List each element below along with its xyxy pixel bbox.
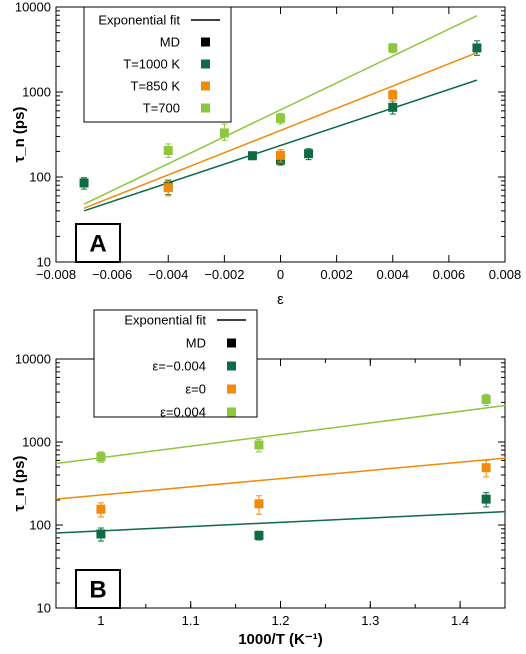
legend-label: T=850 K xyxy=(130,79,180,94)
legend-marker xyxy=(227,361,236,371)
y-tick-label: 10000 xyxy=(15,352,51,367)
legend-marker xyxy=(201,59,210,69)
legend-label: T=700 xyxy=(143,101,180,116)
x-tick-label: 0 xyxy=(277,267,284,282)
x-tick-label: 1.4 xyxy=(451,613,469,628)
data-point xyxy=(79,178,89,188)
legend-label: Exponential fit xyxy=(124,313,206,328)
x-tick-label: −0.008 xyxy=(36,267,76,282)
data-point xyxy=(163,183,173,193)
y-axis-label: τ_n (ps) xyxy=(11,456,28,512)
y-tick-label: 10000 xyxy=(15,0,51,15)
x-axis-label: ε xyxy=(277,291,284,308)
fit-line xyxy=(55,457,506,500)
y-tick-label: 100 xyxy=(29,170,51,185)
panel-B: 10 100 1000 10000 1 1.1 1.2 1.3 1.4 1000/T (K⁻¹) τ… xyxy=(11,309,506,648)
y-tick-label: 10 xyxy=(37,601,51,616)
data-point xyxy=(481,395,491,405)
legend-label: T=1000 K xyxy=(123,57,180,72)
data-point xyxy=(276,113,285,123)
legend-label: ε=−0.004 xyxy=(152,359,206,374)
x-axis-label: 1000/T (K⁻¹) xyxy=(238,631,323,648)
legend-marker xyxy=(227,407,236,417)
data-point xyxy=(163,146,173,156)
legend-marker xyxy=(201,37,210,47)
data-point xyxy=(96,529,106,539)
data-point xyxy=(388,90,398,100)
panel-letter: B xyxy=(89,577,106,604)
legend-marker xyxy=(201,103,210,113)
fit-line xyxy=(55,404,506,465)
data-point xyxy=(388,102,398,112)
data-point xyxy=(219,128,229,138)
data-point xyxy=(276,150,285,160)
data-point xyxy=(254,530,264,540)
data-point xyxy=(254,440,264,450)
data-point xyxy=(96,504,106,514)
data-point xyxy=(247,151,257,161)
x-tick-label: 0.006 xyxy=(433,267,466,282)
data-point xyxy=(254,499,264,509)
x-tick-label: −0.002 xyxy=(204,267,244,282)
data-point xyxy=(481,463,491,473)
data-point xyxy=(304,149,314,159)
x-tick-label: 1.3 xyxy=(361,613,379,628)
data-point xyxy=(472,43,482,53)
legend-marker xyxy=(201,81,210,91)
x-tick-label: −0.004 xyxy=(148,267,188,282)
data-point xyxy=(481,494,491,504)
fit-line xyxy=(83,15,478,205)
panel-A: 10 100 1000 10000 −0.008 −0.006 −0.004 −0.002 0 0… xyxy=(11,0,521,308)
y-tick-label: 1000 xyxy=(22,85,51,100)
data-point xyxy=(388,43,398,53)
x-tick-label: 0.004 xyxy=(376,267,409,282)
fit-line xyxy=(55,510,506,534)
fit-line xyxy=(83,79,478,212)
x-tick-label: 0.002 xyxy=(320,267,353,282)
legend-label: ε=0 xyxy=(185,382,206,397)
y-axis-label: τ_n (ps) xyxy=(11,107,28,163)
x-tick-label: 1.2 xyxy=(271,613,289,628)
legend-marker xyxy=(227,338,236,348)
x-tick-label: 1.1 xyxy=(182,613,200,628)
legend-label: Exponential fit xyxy=(98,13,180,28)
panel-letter-box xyxy=(75,569,121,609)
legend-label: MD xyxy=(160,35,180,50)
y-tick-label: 100 xyxy=(29,518,51,533)
legend-label: ε=0.004 xyxy=(160,405,206,420)
legend-label: MD xyxy=(186,336,206,351)
panel-letter: A xyxy=(89,231,106,258)
y-tick-label: 10 xyxy=(37,255,51,270)
fit-line xyxy=(83,51,478,209)
legend-marker xyxy=(227,384,236,394)
x-tick-label: −0.006 xyxy=(92,267,132,282)
y-tick-label: 1000 xyxy=(22,435,51,450)
panel-letter-box xyxy=(75,223,121,263)
data-point xyxy=(96,452,106,462)
x-tick-label: 1 xyxy=(97,613,104,628)
x-tick-label: 0.008 xyxy=(489,267,522,282)
